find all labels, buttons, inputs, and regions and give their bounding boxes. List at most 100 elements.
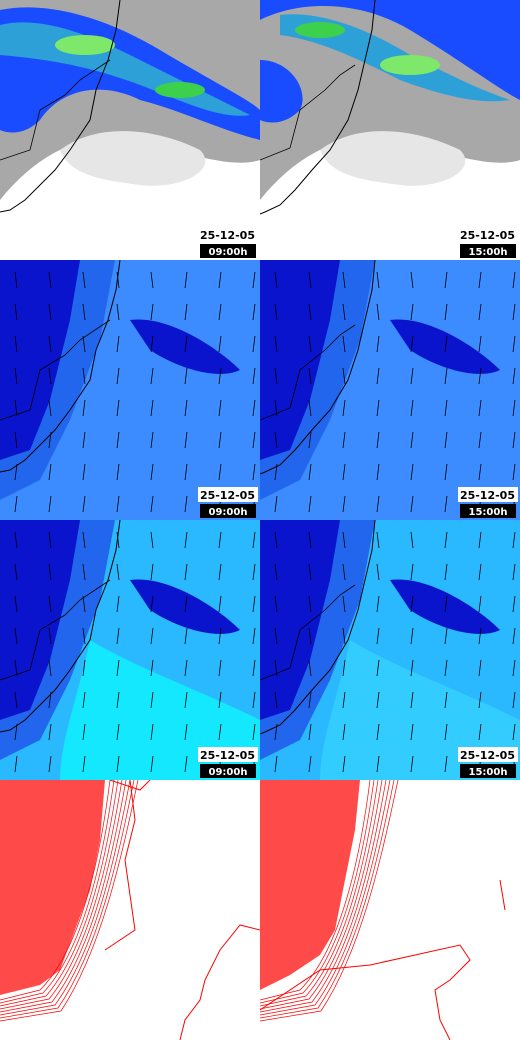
contour-fill [260, 780, 360, 990]
wind-arrow [116, 755, 120, 773]
time-box [460, 764, 516, 778]
wind-arrow [512, 463, 516, 481]
wind-arrow [274, 595, 278, 613]
wind-arrow [252, 563, 256, 581]
wind-arrow [252, 659, 256, 677]
wind-arrow [478, 399, 482, 417]
wind-arrow [252, 335, 256, 353]
wind-arrow [342, 531, 346, 549]
wind-arrow [410, 367, 414, 385]
wind-arrow [184, 431, 188, 449]
wind-arrow [48, 627, 52, 645]
wind-arrow [410, 531, 414, 549]
contour [0, 780, 111, 1001]
wind-arrow [342, 335, 346, 353]
time-label: 09:00h [209, 507, 248, 518]
wind-arrow [218, 335, 222, 353]
wind-arrow [478, 659, 482, 677]
wind-arrow [342, 463, 346, 481]
wind-arrow [82, 271, 86, 289]
wind-arrow [218, 627, 222, 645]
wind-arrow [14, 627, 18, 645]
wind-arrow [512, 595, 516, 613]
wind-arrow [184, 367, 188, 385]
panel-content [260, 780, 520, 1040]
panel-content [0, 780, 260, 1040]
wind-arrow [410, 659, 414, 677]
wind-arrow [82, 691, 86, 709]
date-box [458, 747, 518, 762]
wind-arrow [376, 463, 380, 481]
wind-arrow [444, 755, 448, 773]
border [260, 324, 356, 421]
wind-arrow [274, 531, 278, 549]
wind-arrow [376, 531, 380, 549]
panel-content [0, 520, 260, 780]
coastline [260, 0, 376, 215]
date-box [458, 487, 518, 502]
wind-arrow [252, 399, 256, 417]
wind-arrow [512, 367, 516, 385]
wind-arrow [512, 723, 516, 741]
wind-arrow [116, 271, 120, 289]
wind-arrow [116, 595, 120, 613]
wind-arrow [342, 723, 346, 741]
map-panel: 25-12-05 09:00h [0, 260, 260, 520]
contour [260, 879, 506, 1040]
light-cloud [60, 131, 206, 186]
wind-arrow [376, 627, 380, 645]
panel-content [0, 260, 260, 520]
wind-arrow [150, 399, 154, 417]
wind-arrow [376, 691, 380, 709]
wind-arrow [308, 335, 312, 353]
wind-arrow [82, 367, 86, 385]
wind-arrow [150, 431, 154, 449]
wind-arrow [82, 723, 86, 741]
field-dark [130, 579, 240, 634]
wind-arrow [218, 303, 222, 321]
contour [260, 780, 391, 1016]
wind-arrow [82, 755, 86, 773]
wind-arrow [14, 367, 18, 385]
date-label: 25-12-05 [460, 489, 515, 502]
contour [0, 780, 123, 1010]
wind-arrow [444, 659, 448, 677]
wind-arrow [478, 691, 482, 709]
wind-arrow [48, 531, 52, 549]
wind-arrow [116, 691, 120, 709]
contour [260, 780, 395, 1019]
wind-arrow [48, 563, 52, 581]
wind-arrow [150, 271, 154, 289]
time-label: 15:00h [469, 767, 508, 778]
border [260, 584, 356, 681]
wind-arrow [512, 659, 516, 677]
wind-arrow [150, 335, 154, 353]
wind-arrow [150, 495, 154, 513]
wind-arrow [14, 335, 18, 353]
wind-arrow [274, 303, 278, 321]
wind-arrow [478, 463, 482, 481]
wind-arrow [252, 627, 256, 645]
field-dark [260, 260, 340, 460]
contour [0, 780, 135, 1019]
wind-arrow [14, 563, 18, 581]
map-panel: 25-12-05 15:00h [260, 0, 520, 260]
wind-arrow [478, 723, 482, 741]
wind-arrow [342, 399, 346, 417]
wind-arrow [184, 755, 188, 773]
wind-arrow [376, 659, 380, 677]
wind-arrow [150, 463, 154, 481]
wind-arrow [218, 595, 222, 613]
wind-arrow [184, 335, 188, 353]
wind-arrow [116, 723, 120, 741]
wind-arrow [444, 627, 448, 645]
wind-arrow [150, 531, 154, 549]
wind-arrow [116, 563, 120, 581]
wind-arrow [150, 303, 154, 321]
date-box [198, 487, 258, 502]
wind-arrow [274, 431, 278, 449]
map-panel: 25-12-05 09:00h [0, 520, 260, 780]
wind-arrow [444, 531, 448, 549]
wind-arrow [184, 595, 188, 613]
